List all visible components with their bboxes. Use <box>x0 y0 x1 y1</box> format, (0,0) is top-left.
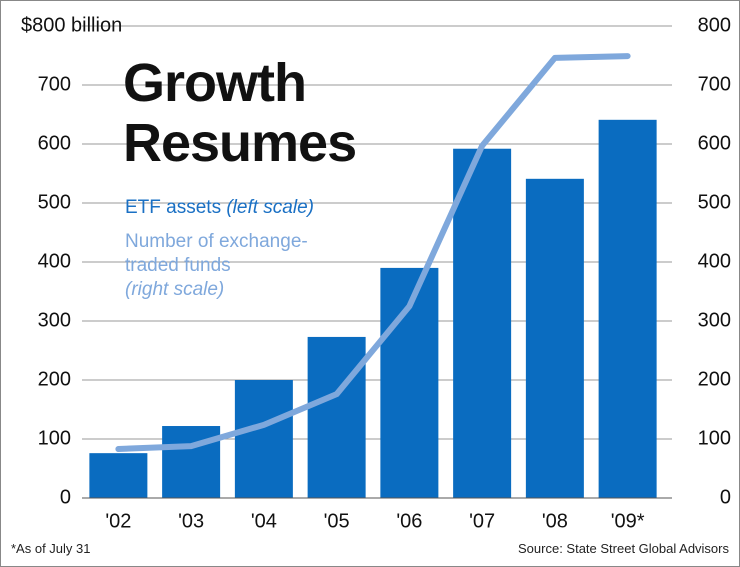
bar <box>234 380 293 498</box>
y2-tick-label: 100 <box>698 427 731 449</box>
chart-title: Growth Resumes <box>123 53 357 173</box>
y-tick-label: 600 <box>38 132 71 154</box>
y2-tick-label: 300 <box>698 309 731 331</box>
y2-tick-label: 500 <box>698 191 731 213</box>
legend-label: ETF assets <box>125 197 222 218</box>
legend-scale: (left scale) <box>226 197 314 218</box>
legend-label: Number of exchange-traded funds <box>125 231 308 276</box>
y-tick-label: 400 <box>38 250 71 272</box>
y-tick-label: 100 <box>38 427 71 449</box>
legend-scale: (right scale) <box>125 279 225 300</box>
x-tick-label: '09* <box>611 510 645 532</box>
x-tick-label: '05 <box>324 510 350 532</box>
bar <box>525 178 584 498</box>
y2-tick-label: 400 <box>698 250 731 272</box>
y2-tick-label: 200 <box>698 368 731 390</box>
y2-tick-label: 700 <box>698 73 731 95</box>
footnote: *As of July 31 <box>11 541 91 556</box>
x-tick-label: '07 <box>469 510 495 532</box>
y-tick-label: 200 <box>38 368 71 390</box>
y2-tick-label: 600 <box>698 132 731 154</box>
source: Source: State Street Global Advisors <box>518 541 729 556</box>
legend-line: Number of exchange-traded funds (right s… <box>125 230 350 302</box>
line <box>115 53 631 453</box>
x-tick-label: '04 <box>251 510 277 532</box>
x-tick-label: '02 <box>105 510 131 532</box>
y2-tick-label: 0 <box>720 486 731 508</box>
bar <box>162 426 221 498</box>
y-tick-label: 700 <box>38 73 71 95</box>
x-tick-label: '08 <box>542 510 568 532</box>
y-tick-label: 500 <box>38 191 71 213</box>
y-tick-label: 0 <box>60 486 71 508</box>
y2-tick-label: 800 <box>698 14 731 36</box>
bar <box>89 453 148 498</box>
bar <box>453 148 512 498</box>
x-tick-label: '03 <box>178 510 204 532</box>
bar <box>307 336 366 498</box>
bar <box>598 119 657 498</box>
y-tick-label: $800 billion <box>21 14 122 36</box>
legend-bar: ETF assets (left scale) <box>125 196 385 220</box>
x-tick-label: '06 <box>396 510 422 532</box>
y-tick-label: 300 <box>38 309 71 331</box>
